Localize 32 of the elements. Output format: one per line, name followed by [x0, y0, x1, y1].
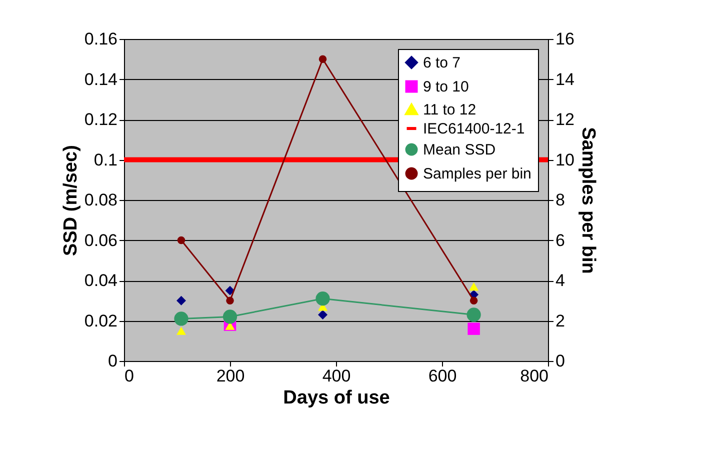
x-tick-label: 200 [216, 366, 245, 386]
y-tick-label: 0.08 [84, 190, 118, 210]
legend-label: 11 to 12 [423, 102, 476, 118]
x-tick-label: 0 [124, 366, 134, 386]
y2-tick-label: 12 [556, 110, 574, 129]
legend-label: 9 to 10 [423, 78, 469, 96]
x-tick-label: 600 [428, 366, 457, 386]
legend-label: 6 to 7 [423, 54, 461, 72]
y2-tick-label: 6 [556, 230, 565, 250]
legend-label: IEC61400-12-1 [423, 120, 525, 138]
x-tick-label: 800 [520, 366, 548, 386]
y2-tick-label: 8 [556, 190, 565, 210]
legend-label: Samples per bin [423, 166, 532, 182]
y2-tick-label: 16 [556, 30, 574, 48]
y-tick-label: 0.14 [84, 70, 118, 89]
y2-tick-label: 0 [556, 352, 565, 370]
y2-tick-label: 4 [556, 271, 565, 290]
y2-tick-label: 14 [556, 70, 574, 89]
y-axis-title: SSD (m/sec) [60, 145, 82, 256]
y-tick-label: 0.04 [84, 271, 118, 290]
x-tick-label: 400 [322, 366, 351, 386]
y-tick-label: 0.1 [94, 150, 118, 170]
y2-tick-label: 10 [556, 150, 574, 170]
y-tick-label: 0.02 [84, 311, 118, 330]
y-tick-label: 0.06 [84, 230, 118, 250]
y-tick-label: 0.16 [84, 30, 118, 48]
y-tick-label: 0 [108, 352, 118, 370]
y2-tick-label: 2 [556, 311, 565, 330]
y2-axis-title: Samples per bin [577, 127, 598, 274]
x-axis-title: Days of use [283, 388, 390, 408]
legend-label: Mean SSD [423, 142, 496, 158]
y-tick-label: 0.12 [84, 110, 118, 129]
